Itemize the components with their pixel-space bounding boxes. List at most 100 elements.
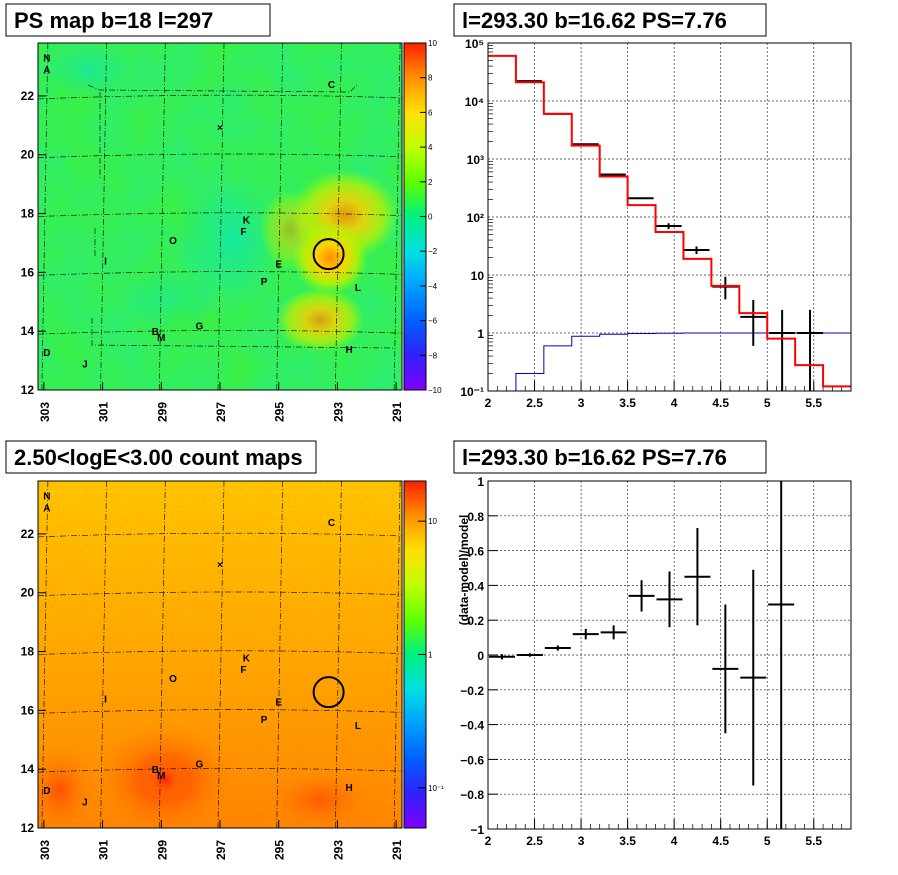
- y-tick-label: 12: [21, 821, 35, 835]
- source-label: J: [82, 360, 88, 371]
- y-tick-label: −0.8: [460, 788, 484, 802]
- y-tick-label: 0: [477, 649, 484, 663]
- x-tick-label: 3: [578, 396, 585, 410]
- x-tick-label: 297: [214, 840, 228, 860]
- count-map-palette-ticks: 10 1 10⁻¹: [418, 517, 444, 793]
- y-tick-label: −1: [470, 823, 484, 837]
- ps-map-title-box: [5, 3, 271, 37]
- ps-map-candidate-circle: [312, 238, 345, 271]
- ps-map-title: PS map b=18 l=297: [14, 8, 213, 33]
- x-tick-label: 5.5: [805, 834, 822, 848]
- source-label: A: [43, 65, 50, 76]
- x-tick-label: 3.5: [619, 834, 636, 848]
- ps-map-panel: PS map b=18 l=297 NA C KF O I EP L G BM D J H × 303…: [5, 3, 442, 422]
- palette-tick-label: 6: [428, 108, 433, 117]
- source-label: N: [43, 54, 50, 65]
- source-label: O: [169, 674, 177, 685]
- y-tick-label: 18: [21, 645, 35, 659]
- spectrum-plot: 2 2.5 3 3.5 4 4.5 5 5.5 10⁻¹ 1 10 10² 10³ 10⁴ 10⁵: [460, 37, 852, 410]
- palette-tick-label: −6: [428, 317, 438, 326]
- x-tick-label: 301: [97, 840, 111, 860]
- x-tick-label: 293: [331, 402, 345, 422]
- residual-frame: [487, 480, 852, 830]
- map-meridian: [276, 43, 284, 390]
- x-tick-label: 291: [390, 402, 404, 422]
- y-tick-label: 10²: [467, 211, 484, 225]
- source-label: I: [104, 695, 107, 706]
- x-tick-label: 4: [671, 396, 678, 410]
- map-parallel: [38, 768, 402, 773]
- y-tick-label: 18: [21, 207, 35, 221]
- y-tick-label: 10⁴: [465, 95, 484, 109]
- y-tick-label: 10⁻¹: [460, 385, 484, 399]
- map-parallel: [38, 532, 402, 538]
- map-meridian: [41, 481, 49, 828]
- y-tick-label: 0.8: [467, 510, 484, 524]
- count-map-image: [38, 481, 402, 828]
- y-tick-label: 10: [471, 269, 485, 283]
- residual-title: l=293.30 b=16.62 PS=7.76: [462, 445, 727, 470]
- y-tick-label: 0.6: [467, 545, 484, 559]
- map-parallel: [38, 212, 402, 217]
- x-tick-label: 297: [214, 402, 228, 422]
- source-label: L: [355, 283, 361, 294]
- y-tick-label: 22: [21, 527, 35, 541]
- source-label: K: [243, 653, 251, 664]
- x-tick-label: 303: [38, 402, 52, 422]
- x-tick-label: 299: [155, 402, 169, 422]
- y-tick-label: 20: [21, 148, 35, 162]
- source-label: G: [196, 321, 204, 332]
- source-label: A: [43, 503, 50, 514]
- source-label: K: [243, 215, 251, 226]
- source-label: G: [196, 759, 204, 770]
- y-tick-label: 16: [21, 265, 35, 279]
- x-tick-label: 5: [764, 834, 771, 848]
- palette-tick-label: 2: [428, 178, 433, 187]
- palette-tick-label: 10: [428, 39, 437, 48]
- ps-map-roi-boundary: [87, 83, 359, 93]
- count-map-coordinate-grid: [38, 481, 402, 828]
- count-map-candidate-circle: [312, 676, 345, 709]
- map-meridian: [276, 481, 284, 828]
- x-tick-label: 2.5: [526, 396, 543, 410]
- x-tick-label: 4: [671, 834, 678, 848]
- palette-tick-label: −4: [428, 282, 438, 291]
- count-map-axis-ticks: 303 301 299 297 295 293 291 12 14 16 18 20 22: [21, 527, 404, 860]
- x-tick-label: 295: [273, 840, 287, 860]
- y-tick-label: 12: [21, 383, 35, 397]
- y-tick-label: 1: [477, 327, 484, 341]
- map-meridian: [335, 481, 342, 828]
- source-label: I: [104, 257, 107, 268]
- x-tick-label: 2: [485, 834, 492, 848]
- x-tick-label: 303: [38, 840, 52, 860]
- palette-tick-label: −10: [428, 386, 442, 395]
- spectrum-red-model-histogram: [488, 54, 851, 388]
- map-parallel: [38, 591, 402, 597]
- source-label: C: [328, 80, 335, 91]
- source-label: C: [328, 518, 335, 529]
- source-label: F: [240, 665, 246, 676]
- source-label: M: [157, 771, 165, 782]
- y-tick-label: −0.6: [460, 753, 484, 767]
- x-tick-label: 2.5: [526, 834, 543, 848]
- residual-title-box: [453, 440, 767, 474]
- y-tick-label: 0.4: [467, 579, 484, 593]
- map-parallel: [38, 271, 402, 276]
- residual-ylabel: (data-model)/model: [457, 515, 471, 626]
- source-label: E: [275, 698, 282, 709]
- count-map-panel: 2.50<logE<3.00 count maps NA C KF O I EP L G BM D…: [5, 440, 444, 860]
- source-label: P: [261, 277, 268, 288]
- map-parallel: [38, 153, 402, 159]
- y-tick-label: 1: [477, 475, 484, 489]
- source-label: D: [43, 348, 50, 359]
- count-map-color-palette: [404, 481, 426, 828]
- map-parallel: [38, 94, 402, 100]
- y-tick-label: 16: [21, 703, 35, 717]
- source-label: P: [261, 715, 268, 726]
- source-label: O: [169, 236, 177, 247]
- source-label: M: [157, 333, 165, 344]
- palette-tick-label: 10⁻¹: [428, 784, 444, 793]
- source-label: H: [346, 783, 353, 794]
- palette-tick-label: 8: [428, 74, 433, 83]
